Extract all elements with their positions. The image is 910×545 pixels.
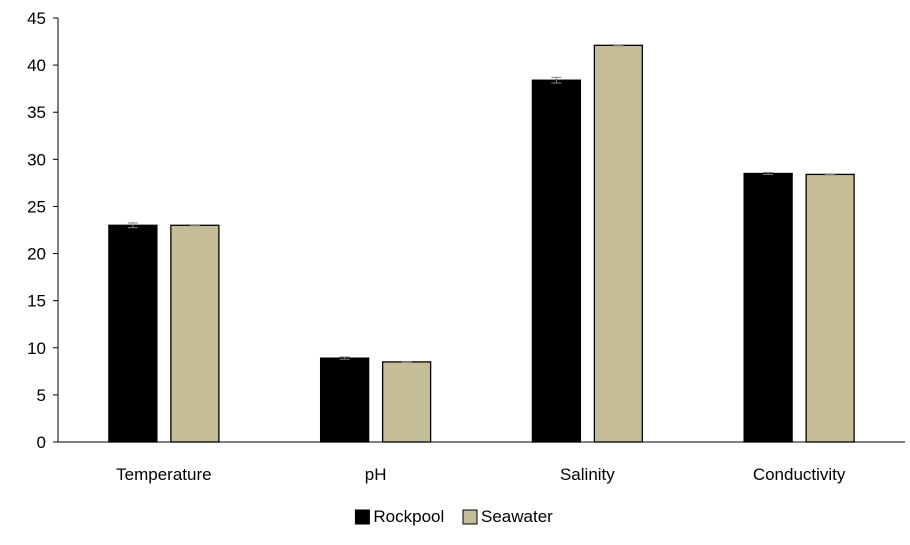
x-category-label: Temperature (116, 465, 211, 484)
error-bar-rockpool-salinity (551, 76, 562, 84)
y-tick-label: 30 (27, 150, 46, 169)
legend-label: Seawater (481, 507, 553, 526)
y-tick-label: 45 (27, 9, 46, 28)
y-tick-label: 10 (27, 339, 46, 358)
legend-item-seawater: Seawater (462, 507, 553, 526)
bar-seawater-salinity (593, 44, 644, 443)
y-tick-label: 25 (27, 197, 46, 216)
legend-item-rockpool: Rockpool (354, 507, 444, 526)
error-bar-seawater-salinity (613, 44, 624, 47)
x-axis: Temperature pH Salinity Conductivity (58, 441, 905, 484)
error-bar-seawater-temperature (189, 224, 200, 227)
bar-rockpool-ph (319, 357, 370, 443)
y-tick-label: 15 (27, 292, 46, 311)
bar-seawater-temperature (170, 224, 220, 443)
error-bar-rockpool-temperature (127, 222, 138, 229)
bar-seawater-conductivity (805, 173, 855, 443)
y-tick-label: 20 (27, 245, 46, 264)
error-bar-seawater-conductivity (825, 173, 836, 176)
y-tick-label: 0 (37, 433, 46, 452)
error-bar-rockpool-conductivity (763, 172, 774, 175)
error-bar-rockpool-ph (339, 356, 350, 360)
legend-label: Rockpool (373, 507, 444, 526)
bar-seawater-ph (381, 361, 432, 443)
bar-rockpool-temperature (108, 224, 158, 443)
legend-swatch (462, 509, 478, 525)
legend-swatch (354, 509, 370, 525)
bars (108, 44, 855, 443)
x-category-label: Conductivity (753, 465, 846, 484)
y-axis: 0 5 10 15 20 25 30 35 40 45 (27, 9, 59, 452)
bar-rockpool-conductivity (743, 172, 793, 443)
x-category-label: Salinity (560, 465, 615, 484)
legend: Rockpool Seawater (354, 507, 553, 526)
y-tick-label: 5 (37, 386, 46, 405)
error-bar-seawater-ph (401, 360, 412, 363)
y-tick-label: 35 (27, 103, 46, 122)
error-bars (127, 44, 836, 363)
bar-rockpool-salinity (531, 79, 582, 443)
y-tick-label: 40 (27, 56, 46, 75)
x-category-label: pH (365, 465, 387, 484)
